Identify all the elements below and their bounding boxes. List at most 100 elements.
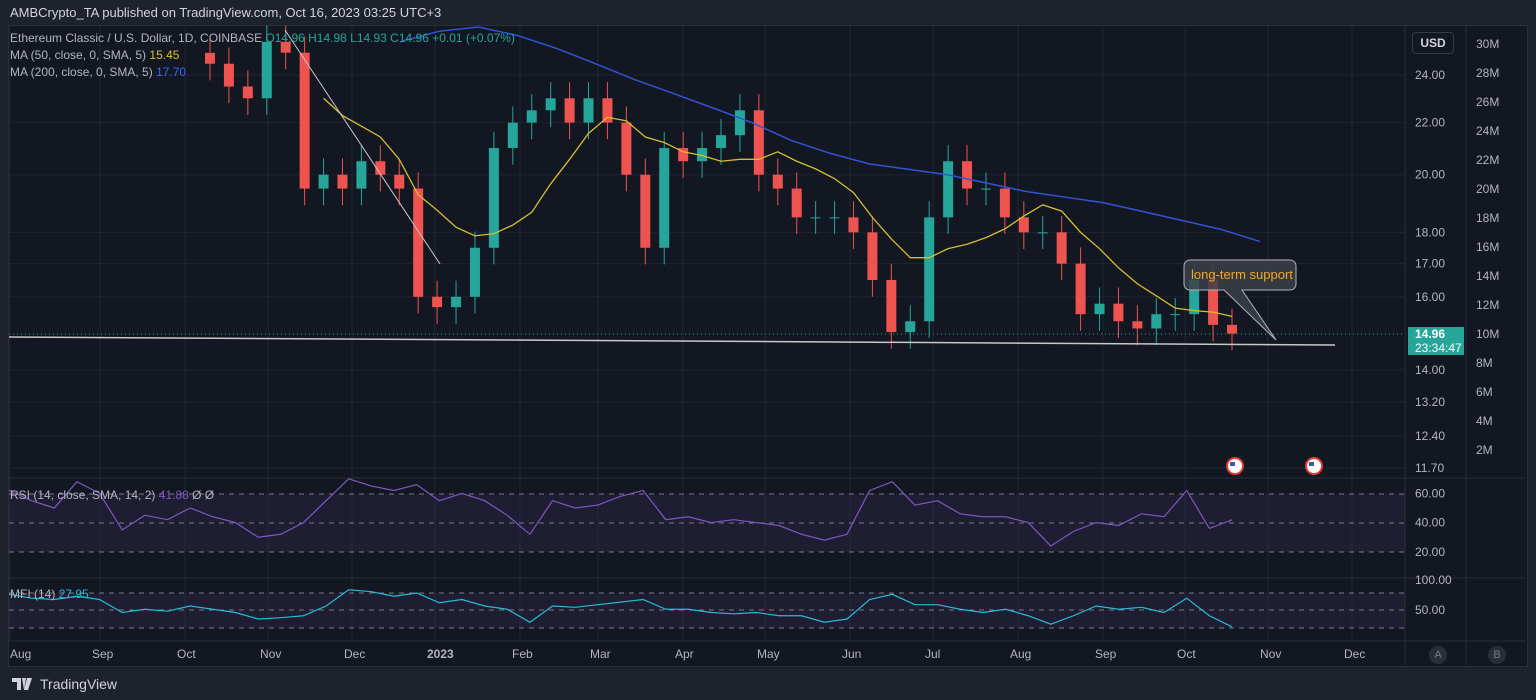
volume-tick: 12M [1476, 298, 1499, 312]
candle-body [337, 174, 348, 189]
candle [1037, 216, 1048, 250]
candle [1018, 201, 1029, 250]
candle [1227, 308, 1237, 351]
candle-body [299, 52, 310, 189]
candle-body [962, 161, 973, 189]
candle [753, 94, 764, 192]
volume-tick: 18M [1476, 211, 1499, 225]
candle [810, 201, 821, 235]
mfi-value: 27.95 [58, 587, 89, 601]
candle-body [488, 148, 499, 248]
trendline [284, 29, 441, 265]
bar-countdown: 23:34:47 [1415, 341, 1462, 355]
candle-body [772, 174, 783, 189]
candle [469, 231, 480, 314]
candle-body [1094, 303, 1105, 315]
time-tick: Sep [1095, 647, 1117, 661]
candle-body [810, 217, 821, 219]
time-tick: Oct [177, 647, 196, 661]
candle [659, 131, 670, 265]
time-tick: Oct [1177, 647, 1196, 661]
candle-body [413, 188, 424, 297]
candle-body [451, 296, 462, 308]
ma50-value: 15.45 [149, 48, 180, 62]
candle [1170, 297, 1181, 331]
candle-body [697, 148, 708, 162]
currency-button[interactable]: USD [1412, 32, 1454, 54]
symbol-name: Ethereum Classic / U.S. Dollar, 1D, COIN… [10, 31, 263, 45]
time-tick: Feb [512, 647, 533, 661]
candle-body [1018, 217, 1029, 233]
time-tick: Nov [1260, 647, 1281, 661]
time-tick: Aug [1010, 647, 1031, 661]
mfi-label: MFI (14) [10, 587, 56, 601]
candle [1151, 297, 1162, 346]
candle-body [791, 188, 802, 218]
candle [621, 106, 632, 192]
candle-body [867, 232, 878, 280]
scale-b-button[interactable]: B [1488, 646, 1506, 664]
candle [299, 36, 310, 206]
candle-body [242, 86, 253, 99]
candle-body [469, 247, 480, 297]
ma200-label: MA (200, close, 0, SMA, 5) [10, 65, 153, 79]
callout-box [1183, 259, 1297, 341]
time-tick: Jul [925, 647, 940, 661]
time-tick: Apr [675, 647, 694, 661]
ohlc-values: O14.96 H14.98 L14.93 C14.96 +0.01 (+0.07… [265, 31, 515, 45]
ma200-value: 17.70 [156, 65, 187, 79]
time-tick: 2023 [427, 647, 454, 661]
candle-body [829, 217, 840, 219]
time-tick: May [757, 647, 780, 661]
candle [1094, 287, 1105, 331]
volume-tick: 16M [1476, 240, 1499, 254]
candle [980, 172, 991, 206]
candle [1113, 287, 1124, 338]
volume-tick: 10M [1476, 327, 1499, 341]
candle-body [999, 188, 1010, 218]
chart-area[interactable] [8, 25, 1528, 667]
published-header: AMBCrypto_TA published on TradingView.co… [10, 5, 442, 20]
candle [507, 106, 518, 165]
candle-body [375, 161, 386, 175]
mfi-line [8, 589, 1233, 628]
candle [772, 158, 783, 206]
candle [356, 145, 367, 206]
candle-body [356, 161, 367, 189]
mfi-tick: 50.00 [1415, 603, 1445, 617]
candle-body [659, 148, 670, 248]
candle [280, 25, 291, 70]
us-flag-icon [1309, 462, 1314, 466]
candle-body [261, 41, 272, 99]
volume-tick: 26M [1476, 95, 1499, 109]
candle [545, 82, 556, 127]
auto-scale-button[interactable]: A [1429, 646, 1447, 664]
candle [999, 172, 1010, 235]
rsi-tick: 20.00 [1415, 545, 1445, 559]
volume-tick: 14M [1476, 269, 1499, 283]
rsi-line [8, 478, 1233, 547]
candle [848, 201, 859, 250]
volume-tick: 20M [1476, 182, 1499, 196]
rsi-tick: 60.00 [1415, 486, 1445, 500]
rsi-value: 41.88 [158, 488, 189, 502]
price-tick: 16.00 [1415, 290, 1445, 304]
rsi-band [9, 494, 1405, 552]
candle [261, 25, 272, 115]
price-tick: 11.70 [1415, 461, 1444, 475]
time-tick: Sep [92, 647, 114, 661]
candle [943, 145, 954, 235]
candle [526, 94, 537, 140]
candle [791, 172, 802, 235]
brand-name: TradingView [40, 676, 118, 692]
candle-body [640, 174, 651, 248]
candle-body [432, 296, 443, 308]
volume-tick: 30M [1476, 37, 1499, 51]
candle [488, 131, 499, 265]
candle-body [943, 161, 954, 218]
candle-body [905, 321, 916, 333]
candle-body [1075, 263, 1086, 315]
candle-body [1037, 232, 1048, 234]
volume-tick: 24M [1476, 124, 1499, 138]
